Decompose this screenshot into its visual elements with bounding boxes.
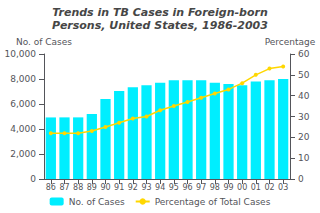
svg-text:89: 89 xyxy=(87,183,97,192)
svg-text:01: 01 xyxy=(251,183,261,192)
svg-text:Percentage: Percentage xyxy=(265,37,316,47)
svg-text:88: 88 xyxy=(73,183,83,192)
svg-text:99: 99 xyxy=(223,183,233,192)
svg-text:91: 91 xyxy=(114,183,124,192)
svg-text:40: 40 xyxy=(298,91,310,101)
svg-text:2,000: 2,000 xyxy=(10,149,36,159)
svg-text:10,000: 10,000 xyxy=(5,49,37,59)
svg-text:10: 10 xyxy=(298,153,310,163)
svg-text:No. of Cases: No. of Cases xyxy=(69,197,125,207)
svg-text:96: 96 xyxy=(182,183,192,192)
svg-text:Percentage of Total Cases: Percentage of Total Cases xyxy=(155,197,271,207)
svg-text:30: 30 xyxy=(298,112,310,122)
svg-text:93: 93 xyxy=(141,183,151,192)
svg-text:87: 87 xyxy=(59,183,69,192)
svg-text:95: 95 xyxy=(169,183,179,192)
svg-text:4,000: 4,000 xyxy=(10,124,36,134)
svg-text:92: 92 xyxy=(128,183,138,192)
svg-text:98: 98 xyxy=(210,183,220,192)
svg-text:90: 90 xyxy=(100,183,110,192)
svg-text:0: 0 xyxy=(30,174,36,184)
svg-text:50: 50 xyxy=(298,70,310,80)
svg-text:94: 94 xyxy=(155,183,165,192)
svg-text:86: 86 xyxy=(46,183,56,192)
svg-text:00: 00 xyxy=(237,183,247,192)
svg-text:8,000: 8,000 xyxy=(10,74,36,84)
svg-text:No. of Cases: No. of Cases xyxy=(16,37,72,47)
svg-text:60: 60 xyxy=(298,49,310,59)
svg-text:0: 0 xyxy=(298,174,304,184)
svg-text:6,000: 6,000 xyxy=(10,99,36,109)
svg-text:97: 97 xyxy=(196,183,206,192)
svg-text:Trends in TB Cases in Foreign-: Trends in TB Cases in Foreign-born xyxy=(52,6,268,19)
svg-text:Persons, United States, 1986-2: Persons, United States, 1986-2003 xyxy=(52,19,268,32)
svg-text:20: 20 xyxy=(298,132,310,142)
svg-text:02: 02 xyxy=(264,183,274,192)
svg-text:03: 03 xyxy=(278,183,288,192)
